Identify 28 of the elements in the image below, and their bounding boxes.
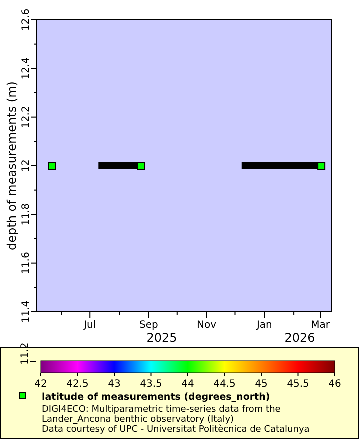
text: Data courtesy of UPC - Universitat Politècnica de Catalunya [42, 424, 310, 435]
color-bar-label: 42.5 [66, 379, 89, 390]
color-bar-label: 44 [182, 379, 194, 390]
y-axis-title: depth of measurements (m) [5, 82, 19, 250]
x-tick-label: Nov [197, 320, 217, 331]
x-tick-label: Mar [311, 320, 331, 331]
y-tick-label: 11.4 [21, 300, 32, 324]
x-tick-label: Jan [256, 320, 272, 331]
text: DIGI4ECO: Multiparametric time-series data from the [42, 405, 282, 415]
y-tick-label: 11.6 [21, 252, 32, 274]
x-tick-label: Sep [140, 320, 158, 331]
text: Lander_Ancona benthic observatory (Italy) [42, 415, 234, 425]
color-bar-label: 46 [328, 379, 342, 390]
legend-label: latitude of measurements (degrees_north) [42, 392, 270, 403]
y-tick-label: 11.8 [21, 204, 32, 226]
color-bar-label: 43 [108, 379, 121, 390]
y-tick-label: 12.2 [21, 106, 32, 128]
x-tick-label: Jul [83, 320, 96, 331]
y-tick-label: 12.6 [21, 8, 32, 32]
text: 2026 [284, 331, 316, 345]
y-tick-label: 12 [21, 160, 32, 172]
color-bar-label: 45 [255, 379, 268, 390]
color-bar-label: 44.5 [214, 379, 236, 390]
color-bar-label: 45.5 [287, 379, 310, 390]
text: 2025 [146, 331, 178, 345]
y-tick-label: 12.4 [21, 58, 32, 80]
color-bar-label: 42 [34, 379, 48, 390]
color-bar-label: 43.5 [140, 379, 162, 390]
